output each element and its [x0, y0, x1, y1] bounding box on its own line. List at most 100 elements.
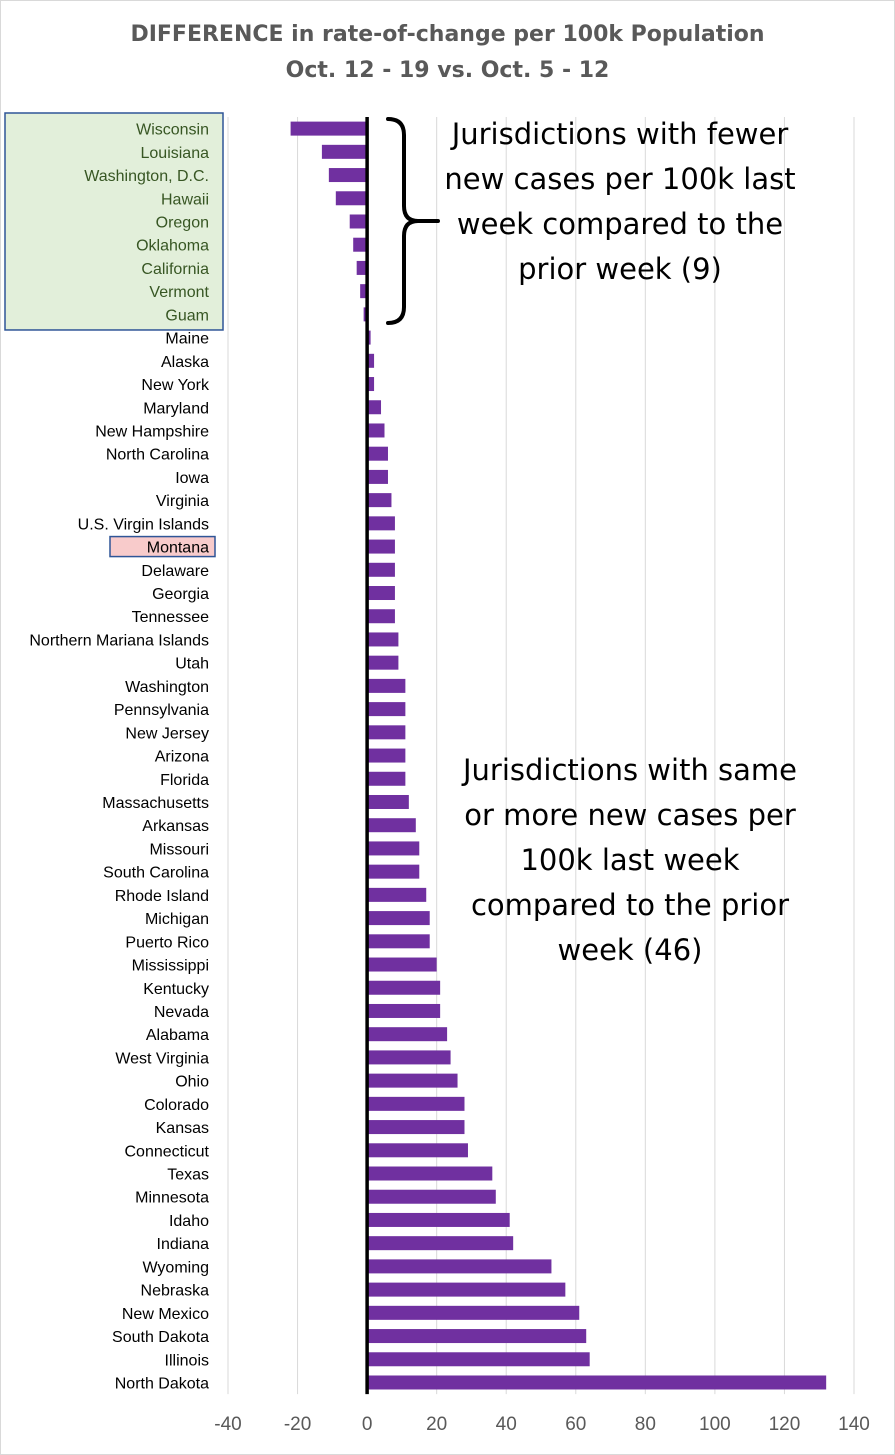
- category-label: Kansas: [156, 1120, 209, 1137]
- category-label: Wisconsin: [136, 122, 209, 139]
- bar: [367, 1352, 590, 1367]
- brace-symbol: [386, 117, 440, 325]
- category-label: Kentucky: [143, 981, 209, 998]
- bar: [367, 353, 375, 368]
- x-tick-label: 40: [496, 1414, 517, 1435]
- bar: [367, 725, 406, 740]
- x-tick-label: -20: [284, 1414, 311, 1435]
- x-tick-label: 120: [769, 1414, 801, 1435]
- category-label: New Jersey: [125, 725, 209, 742]
- category-label: Arkansas: [142, 818, 209, 835]
- category-label: North Carolina: [106, 447, 209, 464]
- gridlines: [227, 117, 855, 1395]
- bar: [367, 655, 399, 670]
- bar: [367, 702, 406, 717]
- bar: [367, 1305, 580, 1320]
- bar: [367, 911, 430, 926]
- category-label: Washington: [125, 679, 209, 696]
- bar: [367, 1375, 827, 1390]
- category-label: Louisiana: [141, 145, 210, 162]
- category-label: Puerto Rico: [125, 934, 209, 951]
- category-label: Missouri: [149, 841, 209, 858]
- category-label: Indiana: [157, 1236, 210, 1253]
- category-label: New Mexico: [122, 1306, 209, 1323]
- category-label: Massachusetts: [102, 795, 209, 812]
- bar: [356, 260, 368, 275]
- bar: [367, 469, 388, 484]
- bar: [367, 1096, 465, 1111]
- category-label: South Dakota: [112, 1329, 209, 1346]
- category-label: Texas: [167, 1167, 209, 1184]
- category-label: North Dakota: [115, 1375, 209, 1392]
- category-label: Mississippi: [132, 958, 209, 975]
- bars: [290, 121, 827, 1390]
- bar: [321, 144, 368, 159]
- chart-title: DIFFERENCE in rate-of-change per 100k Po…: [130, 22, 765, 47]
- chart-subtitle: Oct. 12 - 19 vs. Oct. 5 - 12: [285, 58, 610, 83]
- highlight-boxes: [4, 112, 224, 558]
- bar: [328, 168, 368, 183]
- bar: [367, 794, 409, 809]
- bar: [367, 377, 375, 392]
- bar: [367, 1143, 468, 1158]
- bar: [335, 191, 368, 206]
- bar: [367, 841, 420, 856]
- x-tick-label: 0: [362, 1414, 373, 1435]
- bar: [367, 516, 395, 531]
- category-label: Alaska: [161, 354, 209, 371]
- bar: [367, 980, 441, 995]
- bar: [367, 423, 385, 438]
- fewer-cases-box: [4, 112, 224, 331]
- category-label: Tennessee: [132, 609, 209, 626]
- category-label: Minnesota: [135, 1190, 209, 1207]
- category-label: Maryland: [143, 400, 209, 417]
- category-label: Alabama: [146, 1027, 209, 1044]
- bar: [367, 1189, 496, 1204]
- bar: [367, 678, 406, 693]
- category-label: Idaho: [169, 1213, 209, 1230]
- category-label: Oklahoma: [136, 238, 209, 255]
- category-label: Iowa: [175, 470, 209, 487]
- category-label: Pennsylvania: [114, 702, 209, 719]
- bar: [367, 1212, 510, 1227]
- x-tick-label: -40: [214, 1414, 241, 1435]
- category-label: West Virginia: [115, 1050, 209, 1067]
- category-label: Nebraska: [141, 1283, 210, 1300]
- category-label: Connecticut: [125, 1143, 210, 1160]
- bar: [290, 121, 368, 136]
- bar: [367, 1073, 458, 1088]
- category-label: Guam: [165, 307, 209, 324]
- bar: [349, 214, 368, 229]
- bar: [367, 1329, 587, 1344]
- category-label: Montana: [147, 540, 209, 557]
- category-label: U.S. Virgin Islands: [78, 516, 209, 533]
- category-label: Hawaii: [161, 191, 209, 208]
- category-label: Oregon: [156, 214, 209, 231]
- category-label: Utah: [175, 656, 209, 673]
- bar: [367, 1120, 465, 1135]
- x-axis-ticks: -40 -20 0 20 40 60 80 100 120 140: [214, 1414, 870, 1435]
- bar: [367, 1027, 448, 1042]
- bar: [367, 748, 406, 763]
- annotation-more-cases: Jurisdictions with same or more new case…: [462, 753, 798, 967]
- montana-highlight-box: [109, 535, 216, 558]
- bar: [367, 818, 416, 833]
- bar: [367, 957, 437, 972]
- category-label: Vermont: [149, 284, 209, 301]
- category-label: Northern Mariana Islands: [29, 632, 209, 649]
- bar: [367, 609, 395, 624]
- bar: [367, 934, 430, 949]
- bar: [367, 1166, 493, 1181]
- bar: [367, 1003, 441, 1018]
- x-tick-label: 100: [699, 1414, 731, 1435]
- bar: [367, 562, 395, 577]
- x-tick-label: 60: [565, 1414, 586, 1435]
- category-label: Wyoming: [142, 1259, 209, 1276]
- bar: [367, 1050, 451, 1065]
- bar: [367, 864, 420, 879]
- category-label: Arizona: [155, 749, 209, 766]
- category-label: Colorado: [144, 1097, 209, 1114]
- bar: [367, 586, 395, 601]
- category-labels: Wisconsin Louisiana Washington, D.C. Hawaii…: [29, 122, 210, 1393]
